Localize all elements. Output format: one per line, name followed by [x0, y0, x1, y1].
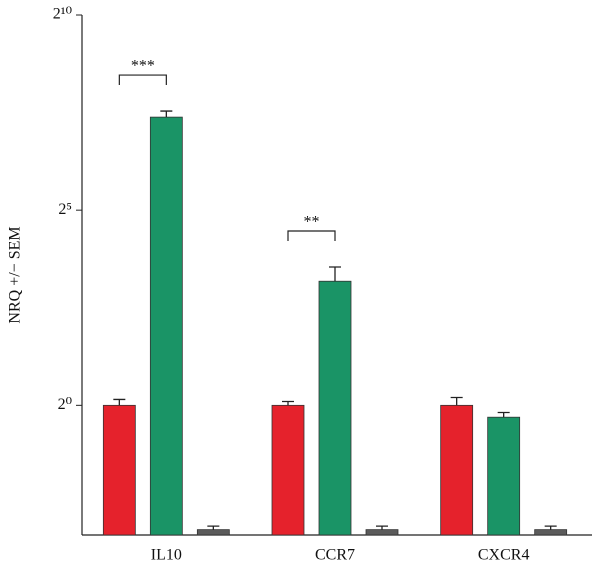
bar	[149, 116, 183, 536]
error-bar	[329, 266, 341, 282]
y-tick-label: 2⁵	[58, 201, 72, 218]
significance-label: ***	[131, 58, 155, 75]
significance-label: **	[304, 214, 320, 231]
error-bar	[450, 396, 463, 406]
bar	[487, 416, 521, 536]
x-tick-label: IL10	[151, 547, 182, 564]
error-bar	[160, 110, 173, 118]
bar	[534, 529, 568, 536]
bar	[196, 529, 230, 536]
error-bar	[113, 398, 126, 406]
error-bar	[544, 525, 557, 530]
bar	[271, 404, 305, 536]
x-tick-label: CCR7	[315, 547, 355, 564]
y-tick-label: 2¹⁰	[53, 6, 72, 23]
y-tick-label: 2⁰	[58, 396, 72, 413]
significance-bracket	[118, 74, 167, 86]
bar	[318, 280, 352, 536]
error-bar	[376, 525, 388, 530]
error-bar	[207, 525, 220, 530]
y-axis-label: NRQ +/− SEM	[7, 226, 24, 323]
error-bar	[282, 400, 294, 406]
bar	[365, 529, 399, 536]
bar	[102, 404, 136, 536]
bar	[440, 404, 474, 536]
error-bar	[497, 411, 510, 418]
x-tick-label: CXCR4	[478, 547, 530, 564]
significance-bracket	[287, 230, 336, 242]
